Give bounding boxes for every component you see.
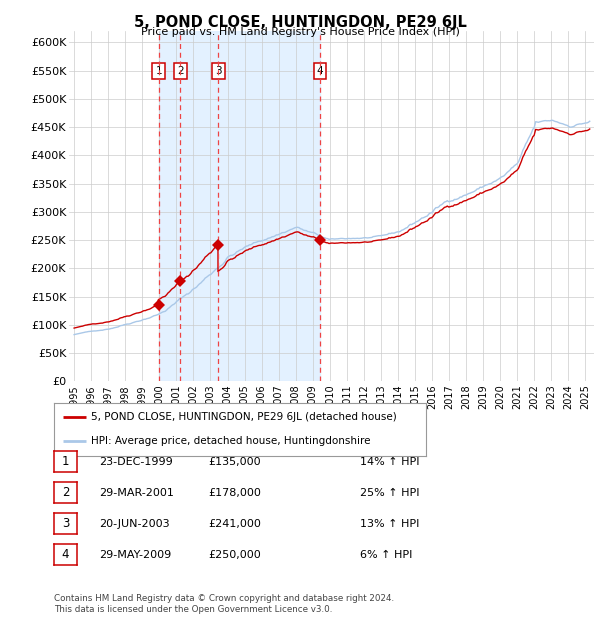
Text: 25% ↑ HPI: 25% ↑ HPI: [360, 488, 419, 498]
Text: HPI: Average price, detached house, Huntingdonshire: HPI: Average price, detached house, Hunt…: [91, 436, 371, 446]
Text: This data is licensed under the Open Government Licence v3.0.: This data is licensed under the Open Gov…: [54, 604, 332, 614]
Text: 6% ↑ HPI: 6% ↑ HPI: [360, 550, 412, 560]
Text: 23-DEC-1999: 23-DEC-1999: [99, 457, 173, 467]
Text: 13% ↑ HPI: 13% ↑ HPI: [360, 519, 419, 529]
Text: 3: 3: [215, 66, 222, 76]
Text: 20-JUN-2003: 20-JUN-2003: [99, 519, 170, 529]
Text: 14% ↑ HPI: 14% ↑ HPI: [360, 457, 419, 467]
Text: 4: 4: [62, 549, 69, 561]
Text: 1: 1: [155, 66, 162, 76]
Text: 29-MAY-2009: 29-MAY-2009: [99, 550, 171, 560]
Text: 1: 1: [62, 456, 69, 468]
Text: £241,000: £241,000: [208, 519, 261, 529]
Text: £178,000: £178,000: [208, 488, 261, 498]
Text: 2: 2: [62, 487, 69, 499]
Text: 29-MAR-2001: 29-MAR-2001: [99, 488, 174, 498]
Text: 5, POND CLOSE, HUNTINGDON, PE29 6JL: 5, POND CLOSE, HUNTINGDON, PE29 6JL: [134, 16, 466, 30]
Text: £135,000: £135,000: [208, 457, 261, 467]
Text: £250,000: £250,000: [208, 550, 261, 560]
Text: Contains HM Land Registry data © Crown copyright and database right 2024.: Contains HM Land Registry data © Crown c…: [54, 593, 394, 603]
Text: 4: 4: [316, 66, 323, 76]
Text: Price paid vs. HM Land Registry's House Price Index (HPI): Price paid vs. HM Land Registry's House …: [140, 27, 460, 37]
Text: 5, POND CLOSE, HUNTINGDON, PE29 6JL (detached house): 5, POND CLOSE, HUNTINGDON, PE29 6JL (det…: [91, 412, 397, 422]
Text: 2: 2: [177, 66, 184, 76]
Text: 3: 3: [62, 518, 69, 530]
Bar: [158, 31, 320, 381]
